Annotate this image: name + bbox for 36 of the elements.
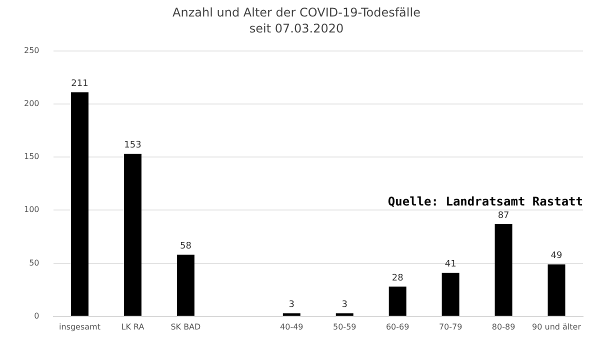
y-tick-label: 150 bbox=[24, 152, 40, 162]
data-label: 3 bbox=[342, 300, 348, 310]
data-label: 49 bbox=[550, 251, 563, 262]
bar bbox=[494, 224, 512, 316]
x-tick-label: insgesamt bbox=[59, 322, 100, 332]
bar bbox=[71, 92, 88, 316]
bar bbox=[282, 313, 300, 316]
x-tick-label: SK BAD bbox=[170, 322, 201, 332]
bar bbox=[124, 154, 142, 316]
y-tick-label: 100 bbox=[24, 205, 40, 214]
data-label: 28 bbox=[392, 273, 404, 284]
x-tick-label: 40-49 bbox=[280, 322, 304, 332]
y-tick-label: 200 bbox=[24, 99, 40, 108]
data-label: 211 bbox=[71, 79, 88, 90]
y-tick-label: 50 bbox=[29, 258, 40, 268]
chart-subtitle: seit 07.03.2020 bbox=[249, 22, 344, 36]
x-tick-label: 60-69 bbox=[386, 322, 410, 332]
y-tick-label: 250 bbox=[24, 46, 40, 55]
data-label: 3 bbox=[288, 300, 295, 310]
x-tick-label: 70-79 bbox=[438, 322, 462, 332]
bar bbox=[548, 264, 566, 316]
x-tick-label: 50-59 bbox=[332, 322, 356, 332]
bar bbox=[388, 286, 406, 316]
data-label: 87 bbox=[498, 210, 510, 221]
bar bbox=[336, 313, 354, 316]
data-label: 41 bbox=[444, 260, 456, 270]
x-tick-label: 90 und älter bbox=[532, 322, 582, 332]
bar bbox=[442, 272, 460, 316]
annotation: Quelle: Landratsamt Rastatt bbox=[388, 194, 583, 208]
chart-title: Anzahl und Alter der COVID-19-Todesfälle bbox=[172, 5, 420, 20]
data-label: 153 bbox=[124, 140, 142, 151]
data-label: 58 bbox=[180, 242, 192, 252]
y-tick-label: 0 bbox=[34, 311, 40, 320]
x-tick-label: LK RA bbox=[121, 322, 145, 332]
x-tick-label: 80-89 bbox=[492, 322, 516, 332]
bar bbox=[176, 254, 194, 316]
